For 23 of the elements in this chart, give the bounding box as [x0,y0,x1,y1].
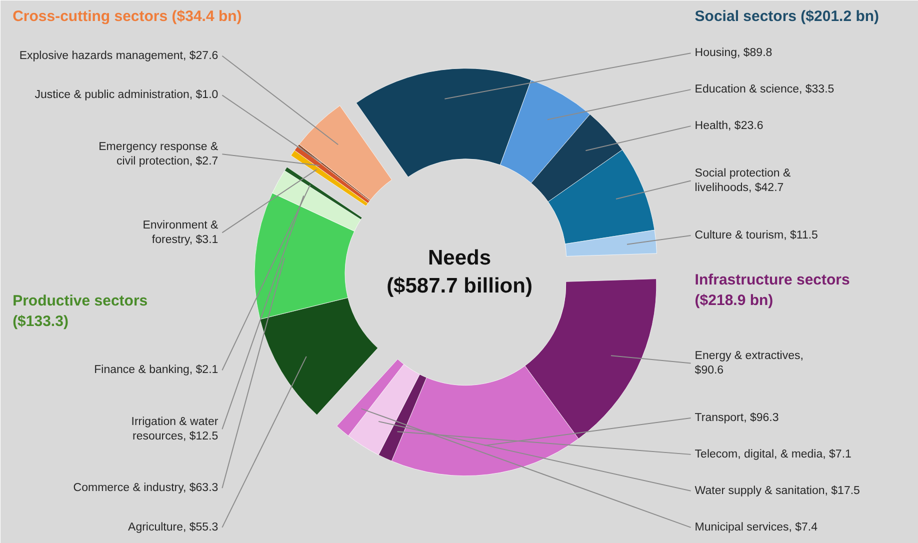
slice-label: Transport, $96.3 [694,412,779,424]
slice-label: Agriculture, $55.3 [128,521,218,534]
slice-label: Finance & banking, $2.1 [94,364,218,376]
slice-label: Water supply & sanitation, $17.5 [694,484,860,497]
slice-label: Social protection & livelihoods, $42.7 [694,168,792,194]
text: Infrastructure sectors ($218.9 bn) [694,272,850,309]
slice-label: Environment & forestry, $3.1 [142,220,218,246]
slice-label: Municipal services, $7.4 [694,521,818,534]
slice-label: Housing, $89.8 [694,47,772,60]
slice-label: Explosive hazards management, $27.6 [19,50,218,62]
text: Cross-cutting sectors ($34.4 bn) [12,8,242,26]
slice-label: Justice & public administration, $1.0 [34,89,218,102]
text: Productive sectors ($133.3) [12,292,148,330]
slice-label: Telecom, digital, & media, $7.1 [694,448,852,460]
slice-label: Health, $23.6 [694,120,764,132]
text: Needs ($587.7 billion) [386,246,532,298]
text: Social sectors ($201.2 bn) [694,8,880,26]
slice-label: Commerce & industry, $63.3 [73,482,218,494]
slice-label: Irrigation & water resources, $12.5 [131,416,218,442]
slice-label: Energy & extractives, $90.6 [694,350,804,376]
slice-label: Education & science, $33.5 [694,84,834,96]
slice-label: Culture & tourism, $11.5 [694,230,818,242]
slice-label: Emergency response & civil protection, $2.7 [98,140,218,168]
